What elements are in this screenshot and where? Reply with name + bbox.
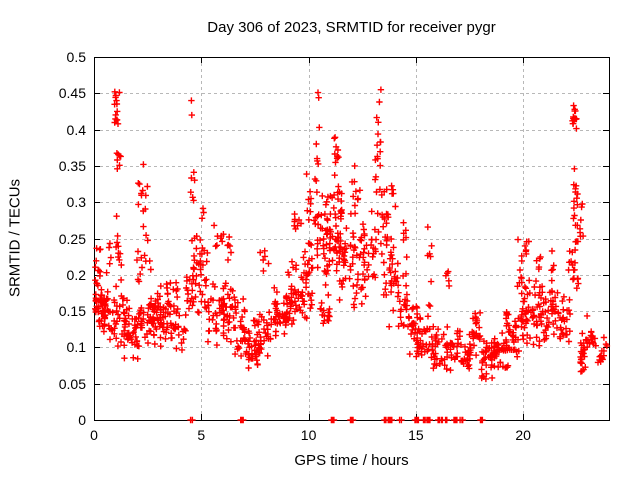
y-tick-label: 0.1: [66, 339, 86, 356]
data-points: [92, 86, 611, 424]
x-tick-label: 0: [90, 427, 98, 443]
x-axis-title: GPS time / hours: [294, 452, 409, 469]
x-tick-label: 20: [515, 427, 531, 443]
y-tick-label: 0.2: [66, 266, 86, 283]
y-tick-label: 0.05: [58, 375, 86, 392]
y-tick-label: 0.25: [58, 230, 86, 247]
chart-title: Day 306 of 2023, SRMTID for receiver pyg…: [207, 19, 496, 36]
y-tick-label: 0: [78, 412, 86, 428]
y-tick-label: 0.45: [58, 85, 86, 102]
y-tick-label: 0.4: [66, 121, 86, 138]
y-tick-label: 0.15: [58, 303, 86, 320]
x-tick-label: 15: [408, 427, 424, 443]
y-tick-label: 0.3: [66, 194, 86, 211]
x-tick-label: 5: [197, 427, 206, 443]
y-axis-title: SRMTID / TECUs: [6, 178, 24, 298]
x-tick-label: 10: [300, 427, 317, 443]
y-tick-label: 0.35: [58, 157, 86, 174]
y-tick-label: 0.5: [66, 49, 86, 65]
